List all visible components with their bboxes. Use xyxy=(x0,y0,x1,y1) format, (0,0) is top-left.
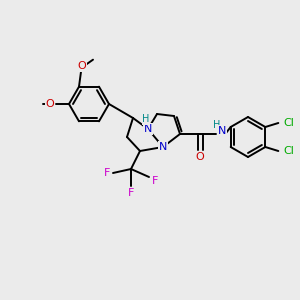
Text: H: H xyxy=(142,114,150,124)
Text: F: F xyxy=(152,176,158,186)
Text: Cl: Cl xyxy=(283,146,294,156)
Text: F: F xyxy=(128,188,134,198)
Text: O: O xyxy=(78,61,86,71)
Text: O: O xyxy=(196,152,204,162)
Text: Cl: Cl xyxy=(283,118,294,128)
Text: N: N xyxy=(144,124,152,134)
Text: N: N xyxy=(218,126,226,136)
Text: F: F xyxy=(104,168,110,178)
Text: H: H xyxy=(213,120,221,130)
Text: N: N xyxy=(159,142,167,152)
Text: O: O xyxy=(46,99,54,109)
